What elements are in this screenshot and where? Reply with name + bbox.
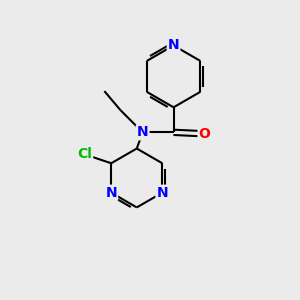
Text: N: N xyxy=(156,186,168,200)
Text: N: N xyxy=(168,38,179,52)
Text: N: N xyxy=(105,186,117,200)
Text: O: O xyxy=(199,127,210,141)
Text: N: N xyxy=(137,125,148,139)
Text: Cl: Cl xyxy=(77,147,92,161)
